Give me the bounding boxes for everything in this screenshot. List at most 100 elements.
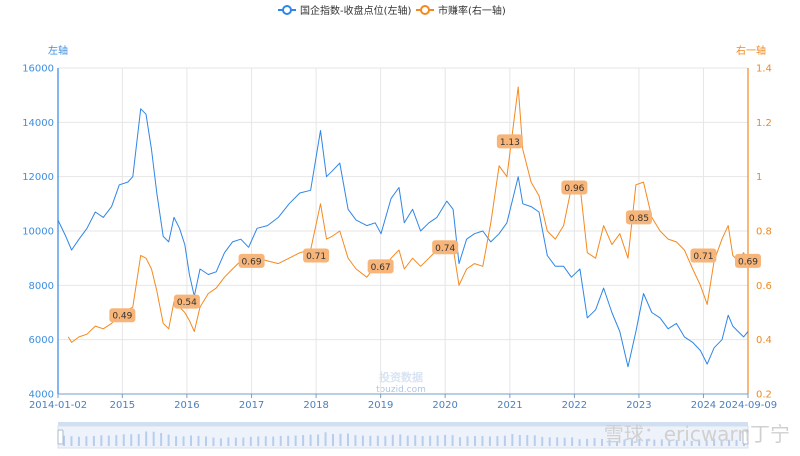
data-label: 0.74 [432,240,459,255]
zoom-preview-bar [130,434,133,446]
legend-marker-series1 [282,5,292,15]
zoom-preview-bar [421,436,424,446]
series-line-1 [57,108,749,368]
zoom-preview-bar [339,433,342,446]
zoom-preview-bar [653,439,656,446]
right-tick-label: 0.8 [756,227,772,238]
right-tick-label: 1 [756,172,762,183]
x-tick-label: 2015 [110,400,135,411]
zoom-preview-bar [541,436,544,446]
zoom-preview-bar [481,436,484,446]
zoom-preview-bar [257,436,260,446]
data-label-text: 0.69 [242,257,262,267]
data-label: 0.69 [238,253,265,268]
zoom-preview-bar [219,438,222,446]
zoom-preview-bar [70,436,73,446]
x-tick-label: 2014-01-02 [29,400,87,411]
x-tick-label: 2024-09-09 [719,400,777,411]
right-tick-label: 0.6 [756,281,772,292]
legend-item-series2[interactable]: 市赚率(右一轴) [416,4,506,17]
x-tick-label: 2020 [432,400,457,411]
legend-item-series1[interactable]: 国企指数-收盘点位(左轴) [278,4,412,17]
legend-label-series2: 市赚率(右一轴) [438,4,506,17]
zoom-preview-bar [190,435,193,446]
zoom-preview-bar [451,435,454,446]
x-tick-label: 2016 [174,400,199,411]
data-label-bg [432,240,459,255]
zoom-top-bar [58,422,748,426]
left-tick-label: 12000 [22,172,54,183]
data-label: 1.13 [496,134,523,149]
zoom-preview-bar [332,434,335,446]
zoom-preview-bar [294,435,297,446]
zoom-preview-bar [503,435,506,446]
zoom-preview-bar [638,439,641,446]
x-tick-label: 2019 [368,400,393,411]
zoom-preview-bar [77,436,80,446]
zoom-preview-bar [548,437,551,446]
zoom-preview-bar [675,440,678,446]
data-label: 0.54 [173,294,200,309]
zoom-preview-bar [175,436,178,446]
zoom-handle-right[interactable] [742,429,749,445]
zoom-preview-bar [406,435,409,446]
zoom-preview-bar [324,432,327,446]
x-tick-label: 2024 [691,400,716,411]
data-zoom-slider[interactable] [57,422,749,449]
zoom-preview-bar [85,436,88,446]
x-tick-label: 2017 [239,400,264,411]
zoom-preview-bar [608,439,611,446]
watermark-line1: 投资数据 [379,370,423,384]
zoom-preview-bar [242,437,245,446]
left-tick-label: 14000 [22,118,54,129]
legend-label-series1: 国企指数-收盘点位(左轴) [300,4,412,17]
zoom-preview-bar [645,439,648,446]
data-label: 0.69 [735,253,761,268]
series-line-2 [67,86,749,343]
zoom-preview-bar [660,439,663,446]
data-label: 0.49 [109,308,136,323]
data-label-text: 0.67 [371,263,391,273]
zoom-preview-bar [683,440,686,446]
data-label-text: 0.54 [177,298,197,308]
zoom-preview-bar [518,435,521,446]
zoom-preview-bar [369,435,372,446]
zoom-preview-bar [137,434,140,446]
zoom-handle-left[interactable] [57,429,64,445]
zoom-preview-bar [249,436,252,446]
zoom-preview-bar [92,435,95,446]
x-tick-label: 2023 [626,400,651,411]
zoom-preview-bar [122,434,125,446]
zoom-preview-bar [459,437,462,446]
zoom-preview-bar [115,435,118,446]
zoom-preview-bar [264,436,267,446]
zoom-preview-bar [384,436,387,446]
data-label-bg [496,134,523,149]
legend: 国企指数-收盘点位(左轴) 市赚率(右一轴) [278,4,506,17]
data-label: 0.96 [561,180,588,195]
right-tick-label: 1.4 [756,64,772,75]
zoom-preview-bar [279,435,282,446]
zoom-preview-bar [145,431,148,446]
zoom-preview-bar [533,435,536,446]
zoom-preview-bar [720,439,723,446]
x-tick-label: 2022 [562,400,587,411]
zoom-preview-bar [690,440,693,446]
zoom-preview-bar [414,435,417,446]
data-label-bg [367,259,394,274]
left-tick-label: 10000 [22,227,54,238]
data-label-text: 1.13 [500,138,520,148]
zoom-preview-bar [466,436,469,446]
left-tick-label: 4000 [29,390,54,401]
data-label: 0.71 [690,248,717,263]
x-tick-label: 2021 [497,400,522,411]
right-axis-name: 右一轴 [736,44,766,57]
zoom-preview-bar [204,436,207,446]
data-label-text: 0.96 [564,184,584,194]
zoom-preview-bar [496,436,499,446]
zoom-preview-bar [272,436,275,446]
data-label-bg [238,253,265,268]
data-label: 0.67 [367,259,394,274]
data-label-text: 0.71 [306,252,326,262]
left-axis-name: 左轴 [48,44,68,57]
